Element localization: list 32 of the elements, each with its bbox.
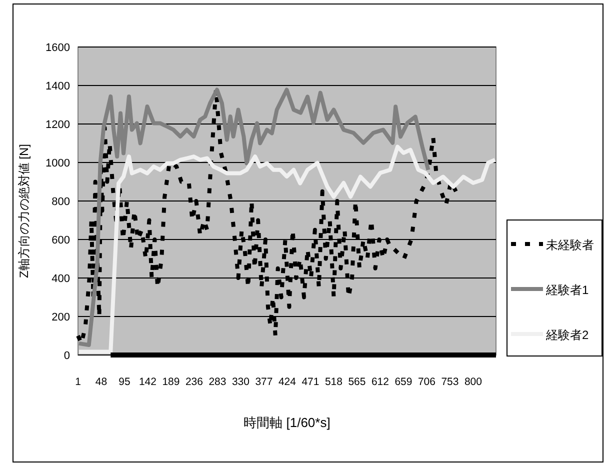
y-tick-label: 600 (52, 234, 70, 246)
x-tick-label: 377 (255, 376, 273, 388)
x-tick-label: 1 (75, 376, 82, 388)
y-tick-label: 800 (52, 196, 70, 208)
x-tick-label: 330 (232, 376, 250, 388)
y-tick-label: 1000 (46, 158, 70, 170)
x-tick-label: 424 (278, 376, 296, 388)
y-tick-label: 400 (52, 273, 70, 285)
x-tick-label: 48 (95, 376, 108, 388)
x-tick-label: 189 (162, 376, 180, 388)
y-tick-label: 200 (52, 312, 70, 324)
x-tick-label: 471 (302, 376, 320, 388)
y-tick-label: 0 (64, 350, 70, 362)
x-tick-label: 706 (418, 376, 436, 388)
x-axis-title: 時間軸 [1/60*s] (244, 415, 330, 430)
x-tick-label: 753 (441, 376, 459, 388)
x-tick-label: 565 (348, 376, 366, 388)
y-tick-label: 1400 (46, 80, 70, 92)
x-tick-label: 95 (118, 376, 130, 388)
legend-label: 未経験者 (546, 238, 594, 252)
x-tick-label: 236 (185, 376, 204, 388)
x-tick-label: 142 (138, 376, 157, 388)
y-axis-title: Z軸方向の力の絶対値 [N] (17, 144, 31, 278)
x-tick-label: 612 (371, 376, 390, 388)
y-tick-label: 1200 (46, 119, 70, 131)
x-tick-label: 800 (464, 376, 482, 388)
legend-label: 経験者2 (545, 328, 589, 342)
x-tick-label: 518 (324, 376, 343, 388)
y-tick-label: 1600 (46, 42, 70, 54)
x-tick-label: 659 (394, 376, 412, 388)
legend-label: 経験者1 (545, 283, 589, 297)
x-tick-label: 283 (208, 376, 226, 388)
